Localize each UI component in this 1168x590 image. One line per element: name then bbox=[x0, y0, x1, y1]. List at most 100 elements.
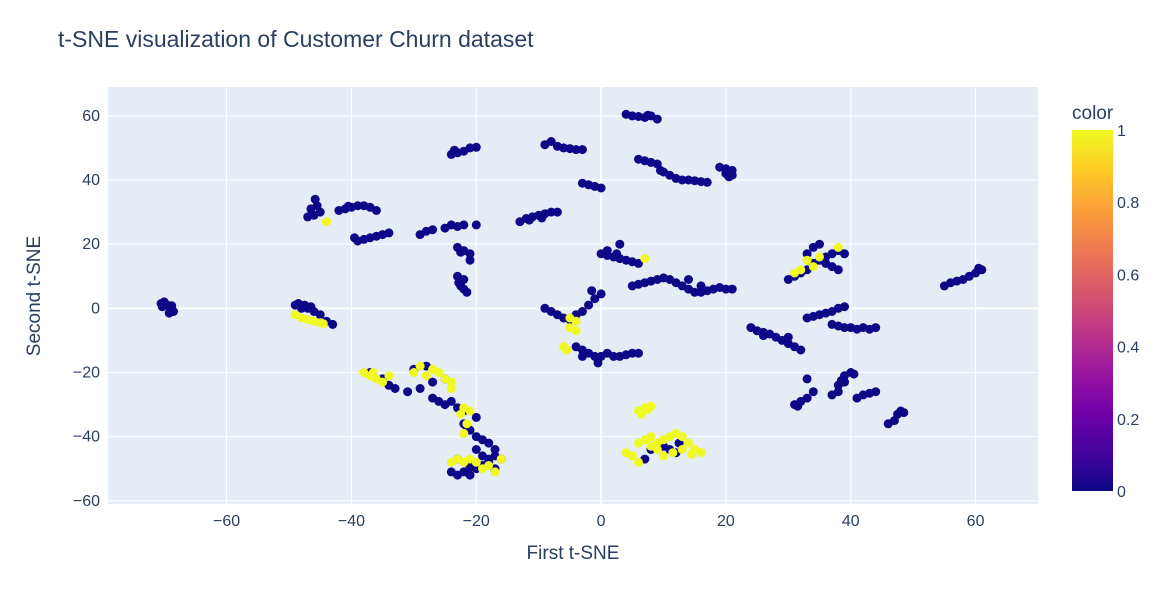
data-point[interactable] bbox=[702, 177, 712, 187]
data-point[interactable] bbox=[496, 454, 506, 464]
data-point[interactable] bbox=[446, 457, 456, 467]
data-point[interactable] bbox=[871, 323, 881, 333]
data-point[interactable] bbox=[384, 228, 394, 238]
data-point[interactable] bbox=[640, 254, 650, 264]
data-point[interactable] bbox=[465, 255, 475, 265]
data-point[interactable] bbox=[449, 145, 459, 155]
data-point[interactable] bbox=[471, 457, 481, 467]
data-point[interactable] bbox=[796, 345, 806, 355]
data-point[interactable] bbox=[815, 239, 824, 249]
data-point[interactable] bbox=[668, 448, 678, 458]
data-point[interactable] bbox=[465, 470, 475, 480]
data-point[interactable] bbox=[634, 457, 643, 467]
data-point[interactable] bbox=[315, 310, 325, 320]
plot-area[interactable] bbox=[108, 87, 1038, 504]
data-point[interactable] bbox=[454, 278, 464, 288]
data-point[interactable] bbox=[793, 401, 803, 411]
data-point[interactable] bbox=[643, 404, 653, 414]
data-point[interactable] bbox=[490, 445, 500, 454]
data-point[interactable] bbox=[552, 207, 562, 217]
data-point[interactable] bbox=[459, 428, 469, 438]
data-point[interactable] bbox=[328, 319, 338, 329]
data-point[interactable] bbox=[684, 275, 693, 284]
data-point[interactable] bbox=[840, 302, 849, 312]
data-point[interactable] bbox=[696, 281, 706, 291]
data-point[interactable] bbox=[815, 252, 824, 262]
data-point[interactable] bbox=[590, 294, 600, 304]
data-point[interactable] bbox=[684, 438, 693, 448]
data-point[interactable] bbox=[840, 323, 849, 333]
data-point[interactable] bbox=[446, 384, 456, 393]
data-point[interactable] bbox=[465, 406, 475, 416]
data-point[interactable] bbox=[587, 286, 597, 296]
data-point[interactable] bbox=[615, 239, 625, 249]
data-point[interactable] bbox=[677, 175, 687, 185]
data-point[interactable] bbox=[343, 201, 353, 211]
data-point[interactable] bbox=[428, 377, 438, 387]
data-point[interactable] bbox=[164, 308, 174, 318]
data-point[interactable] bbox=[802, 249, 812, 259]
data-point[interactable] bbox=[322, 217, 331, 227]
data-point[interactable] bbox=[546, 207, 556, 217]
data-point[interactable] bbox=[677, 445, 687, 454]
data-point[interactable] bbox=[546, 137, 556, 146]
data-point[interactable] bbox=[484, 438, 494, 448]
data-point[interactable] bbox=[415, 361, 425, 371]
data-point[interactable] bbox=[318, 319, 328, 329]
data-point[interactable] bbox=[727, 284, 737, 294]
data-point[interactable] bbox=[637, 409, 647, 419]
data-point[interactable] bbox=[643, 110, 653, 120]
data-point[interactable] bbox=[465, 462, 475, 472]
data-point[interactable] bbox=[871, 387, 881, 397]
data-point[interactable] bbox=[655, 165, 665, 175]
data-point[interactable] bbox=[652, 114, 662, 124]
data-point[interactable] bbox=[421, 371, 431, 381]
data-point[interactable] bbox=[290, 310, 300, 320]
data-point[interactable] bbox=[368, 368, 378, 377]
data-point[interactable] bbox=[577, 145, 587, 155]
data-point[interactable] bbox=[537, 213, 547, 223]
data-point[interactable] bbox=[627, 451, 637, 461]
data-point[interactable] bbox=[428, 225, 438, 235]
data-point[interactable] bbox=[415, 384, 425, 393]
data-point[interactable] bbox=[602, 246, 612, 256]
data-point[interactable] bbox=[584, 300, 594, 310]
data-point[interactable] bbox=[612, 249, 622, 259]
data-point[interactable] bbox=[646, 441, 656, 451]
data-point[interactable] bbox=[456, 409, 466, 419]
data-point[interactable] bbox=[677, 432, 687, 442]
data-point[interactable] bbox=[471, 142, 481, 152]
data-point[interactable] bbox=[833, 265, 843, 275]
data-point[interactable] bbox=[596, 289, 606, 299]
data-point[interactable] bbox=[646, 432, 656, 442]
data-point[interactable] bbox=[609, 351, 619, 361]
data-point[interactable] bbox=[577, 307, 587, 316]
data-point[interactable] bbox=[687, 449, 697, 459]
data-point[interactable] bbox=[808, 262, 818, 272]
scatter-points[interactable] bbox=[156, 109, 987, 480]
data-point[interactable] bbox=[306, 302, 316, 312]
data-point[interactable] bbox=[465, 249, 475, 259]
data-point[interactable] bbox=[471, 445, 481, 454]
data-point[interactable] bbox=[571, 316, 581, 326]
data-point[interactable] bbox=[303, 212, 313, 222]
data-point[interactable] bbox=[453, 222, 462, 231]
data-point[interactable] bbox=[974, 263, 984, 273]
data-point[interactable] bbox=[634, 258, 643, 268]
data-point[interactable] bbox=[571, 145, 581, 155]
data-point[interactable] bbox=[840, 249, 849, 259]
data-point[interactable] bbox=[378, 377, 388, 387]
data-point[interactable] bbox=[571, 326, 581, 336]
data-point[interactable] bbox=[721, 169, 731, 179]
data-point[interactable] bbox=[471, 412, 481, 422]
data-point[interactable] bbox=[471, 220, 481, 230]
data-point[interactable] bbox=[490, 467, 500, 477]
data-point[interactable] bbox=[409, 368, 419, 377]
data-point[interactable] bbox=[484, 454, 494, 464]
data-point[interactable] bbox=[690, 287, 700, 297]
data-point[interactable] bbox=[849, 369, 859, 379]
data-point[interactable] bbox=[403, 387, 413, 397]
data-point[interactable] bbox=[167, 301, 177, 311]
data-point[interactable] bbox=[446, 396, 456, 406]
data-point[interactable] bbox=[593, 358, 603, 368]
